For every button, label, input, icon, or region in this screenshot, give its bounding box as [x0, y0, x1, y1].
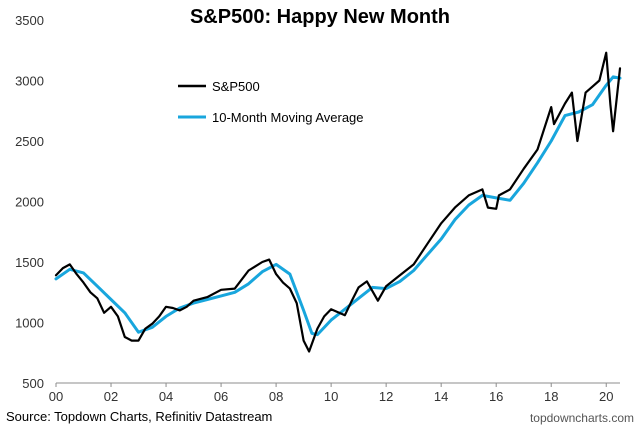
- x-tick-label: 20: [599, 389, 613, 404]
- x-axis: 00 02 04 06 08 10 12 14 16 18 20: [49, 382, 620, 404]
- x-tick-label: 04: [159, 389, 173, 404]
- x-tick-label: 02: [104, 389, 118, 404]
- source-note: Source: Topdown Charts, Refinitiv Datast…: [6, 409, 273, 424]
- x-tick-label: 06: [214, 389, 228, 404]
- series-layer: [54, 51, 622, 353]
- series-line-moving-average: [54, 75, 622, 337]
- x-tick-label: 14: [434, 389, 448, 404]
- y-tick-label: 2500: [15, 134, 44, 149]
- x-tick-label: 10: [324, 389, 338, 404]
- y-axis: 500 1000 1500 2000 2500 3000 3500: [15, 13, 44, 391]
- x-tick-label: 08: [269, 389, 283, 404]
- y-tick-label: 1000: [15, 316, 44, 331]
- y-tick-label: 3000: [15, 74, 44, 89]
- legend-label-sp500: S&P500: [212, 79, 260, 94]
- y-tick-label: 500: [22, 376, 44, 391]
- y-tick-label: 2000: [15, 195, 44, 210]
- legend: S&P500 10-Month Moving Average: [178, 79, 364, 125]
- chart-title: S&P500: Happy New Month: [190, 6, 450, 28]
- legend-label-moving-average: 10-Month Moving Average: [212, 110, 364, 125]
- y-tick-label: 3500: [15, 13, 44, 28]
- series-line-sp500: [54, 51, 622, 353]
- x-tick-label: 00: [49, 389, 63, 404]
- watermark: topdowncharts.com: [529, 411, 634, 425]
- x-tick-label: 16: [489, 389, 503, 404]
- x-tick-label: 18: [544, 389, 558, 404]
- y-tick-label: 1500: [15, 255, 44, 270]
- x-tick-label: 12: [379, 389, 393, 404]
